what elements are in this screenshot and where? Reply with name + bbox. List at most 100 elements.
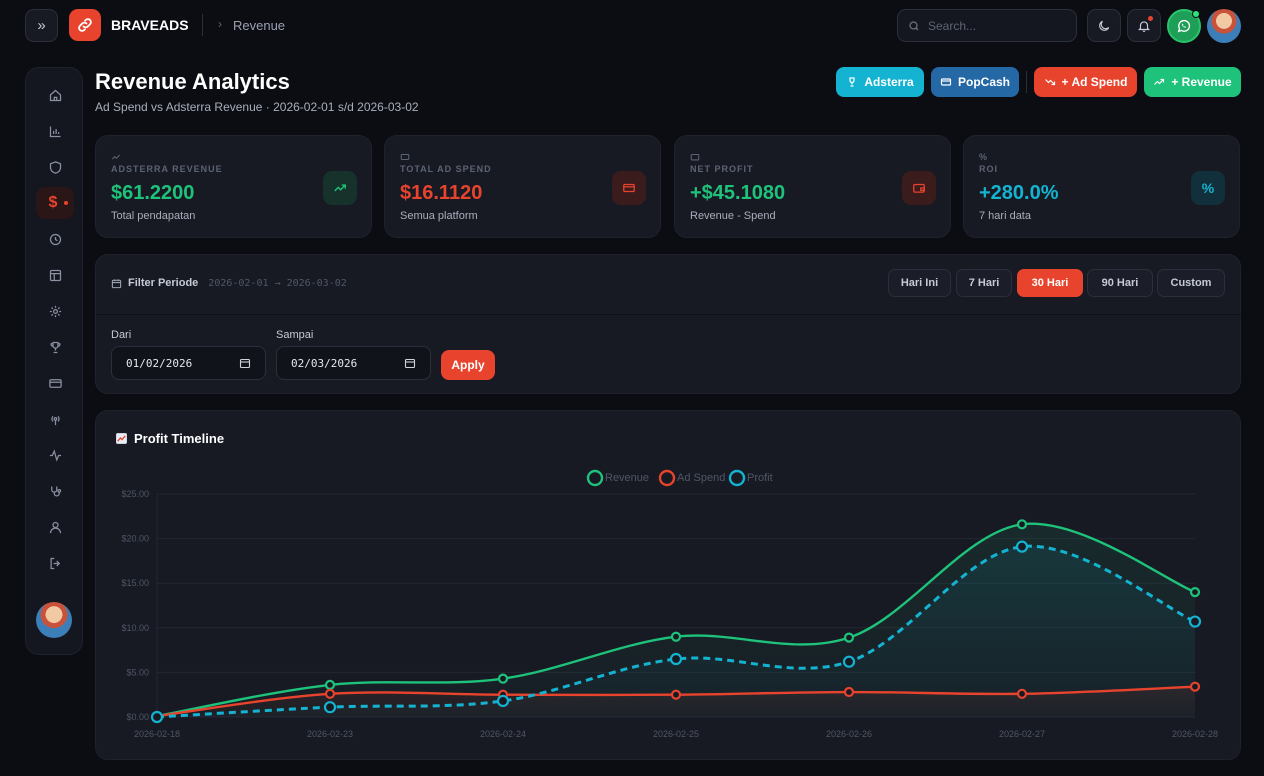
add-revenue-label: + Revenue xyxy=(1171,75,1232,89)
stat-value: +$45.1080 xyxy=(690,182,786,204)
data-point-profit xyxy=(1188,615,1202,628)
credit-card-icon xyxy=(623,183,635,193)
expand-sidebar-button[interactable]: » xyxy=(25,9,58,42)
stethoscope-icon xyxy=(50,486,61,496)
adsterra-button-label: Adsterra xyxy=(864,75,914,89)
sidebar-item-trophy[interactable] xyxy=(36,331,74,363)
calendar-icon[interactable] xyxy=(404,357,416,369)
range-button-7d[interactable]: 7 Hari xyxy=(956,269,1012,297)
filter-panel: Filter Periode 2026-02-01 → 2026-03-02 H… xyxy=(95,254,1242,394)
stat-card-net-profit: NET PROFIT +$45.1080 Revenue - Spend xyxy=(674,135,951,238)
brand-name: BRAVEADS xyxy=(111,17,189,33)
sidebar-item-analytics[interactable] xyxy=(36,115,74,147)
to-date-input[interactable]: 02/03/2026 xyxy=(276,346,431,380)
page-title: Revenue Analytics xyxy=(95,69,290,94)
logout-icon xyxy=(50,557,60,569)
y-tick-label: $0.00 xyxy=(126,712,149,722)
sidebar-item-security[interactable] xyxy=(36,151,74,183)
bell-icon xyxy=(1137,20,1151,32)
stat-label-wrap: TOTAL AD SPEND xyxy=(400,152,492,174)
calendar-icon xyxy=(111,278,122,288)
stat-card-revenue: ADSTERRA REVENUE $61.2200 Total pendapat… xyxy=(95,135,372,238)
range-button-30d[interactable]: 30 Hari xyxy=(1017,269,1083,297)
sidebar-item-logout[interactable] xyxy=(36,547,74,579)
stat-note: 7 hari data xyxy=(979,210,1031,222)
stat-note: Total pendapatan xyxy=(111,210,196,222)
stat-label: NET PROFIT xyxy=(690,164,754,174)
breadcrumb-chevron-icon: › xyxy=(218,17,222,31)
sidebar-item-profile[interactable] xyxy=(36,511,74,543)
sidebar-item-activity[interactable] xyxy=(36,439,74,471)
legend-marker xyxy=(658,469,676,487)
data-point-revenue xyxy=(843,632,855,643)
stat-value: $61.2200 xyxy=(111,182,195,204)
stat-label: ROI xyxy=(979,164,999,174)
popcash-button[interactable]: PopCash xyxy=(931,67,1019,97)
top-bar: » BRAVEADS › Revenue xyxy=(0,0,1264,52)
y-tick-label: $15.00 xyxy=(121,578,149,588)
search-input[interactable] xyxy=(928,18,1058,33)
notifications-button[interactable] xyxy=(1127,9,1161,42)
sidebar-item-revenue[interactable]: $ xyxy=(36,187,74,219)
sidebar-item-billing[interactable] xyxy=(36,367,74,399)
whatsapp-button[interactable] xyxy=(1167,9,1201,43)
sidebar-item-broadcast[interactable] xyxy=(36,403,74,435)
data-point-profit xyxy=(842,655,856,668)
trophy-icon xyxy=(849,77,855,87)
to-label: Sampai xyxy=(276,329,314,341)
add-ad-spend-button[interactable]: + Ad Spend xyxy=(1034,67,1137,97)
sidebar-avatar[interactable] xyxy=(36,602,72,638)
sidebar-item-health[interactable] xyxy=(36,475,74,507)
stat-label-wrap: % ROI xyxy=(979,152,998,174)
stat-card-roi: % ROI +280.0% 7 hari data % xyxy=(963,135,1240,238)
divider xyxy=(202,14,203,36)
stat-label-wrap: ADSTERRA REVENUE xyxy=(111,152,223,174)
stat-label: TOTAL AD SPEND xyxy=(400,164,492,174)
bar-chart-icon xyxy=(49,126,60,137)
stat-note: Revenue - Spend xyxy=(690,210,776,222)
brand-logo[interactable] xyxy=(69,9,101,41)
sidebar-item-settings[interactable] xyxy=(36,295,74,327)
dollar-icon: $ xyxy=(48,194,58,211)
divider xyxy=(96,314,1242,315)
filter-title: Filter Periode xyxy=(128,277,199,289)
from-date-input[interactable]: 01/02/2026 xyxy=(111,346,266,380)
breadcrumb[interactable]: Revenue xyxy=(233,18,286,33)
user-icon xyxy=(49,521,61,533)
user-avatar[interactable] xyxy=(1207,9,1241,43)
broadcast-icon xyxy=(50,415,60,425)
range-button-custom[interactable]: Custom xyxy=(1157,269,1225,297)
search-box[interactable] xyxy=(897,9,1077,42)
profit-timeline-chart: $0.00 $5.00 $10.00 $15.00 $20.00 $25.00 2026-0… xyxy=(121,469,1218,739)
series-area-profit xyxy=(157,546,1195,717)
credit-card-icon xyxy=(400,153,410,161)
credit-card-icon xyxy=(940,78,952,86)
percent-icon: % xyxy=(979,152,989,162)
range-button-today[interactable]: Hari Ini xyxy=(888,269,951,297)
x-tick-label: 2026-02-26 xyxy=(826,729,872,739)
data-point-ad-spend xyxy=(324,688,336,699)
data-point-profit xyxy=(323,701,337,714)
data-point-ad-spend xyxy=(670,689,682,700)
adsterra-button[interactable]: Adsterra xyxy=(836,67,924,97)
y-tick-label: $5.00 xyxy=(126,667,149,677)
theme-toggle-button[interactable] xyxy=(1087,9,1121,42)
sidebar-item-history[interactable] xyxy=(36,223,74,255)
stat-icon-badge xyxy=(902,171,936,205)
chart-title: Profit Timeline xyxy=(134,431,225,446)
add-revenue-button[interactable]: + Revenue xyxy=(1144,67,1241,97)
active-indicator xyxy=(64,201,68,205)
apply-button[interactable]: Apply xyxy=(441,350,495,380)
sidebar-item-home[interactable] xyxy=(36,79,74,111)
stat-note: Semua platform xyxy=(400,210,478,222)
range-button-90d[interactable]: 90 Hari xyxy=(1087,269,1153,297)
calendar-icon[interactable] xyxy=(239,357,251,369)
home-icon xyxy=(49,89,61,101)
x-tick-label: 2026-02-27 xyxy=(999,729,1045,739)
legend-label: Revenue xyxy=(605,472,649,484)
page-subtitle: Ad Spend vs Adsterra Revenue · 2026-02-0… xyxy=(95,100,419,114)
shield-icon xyxy=(49,160,61,174)
clock-icon xyxy=(49,233,61,245)
sidebar-item-layout[interactable] xyxy=(36,259,74,291)
whatsapp-icon xyxy=(1177,19,1191,33)
